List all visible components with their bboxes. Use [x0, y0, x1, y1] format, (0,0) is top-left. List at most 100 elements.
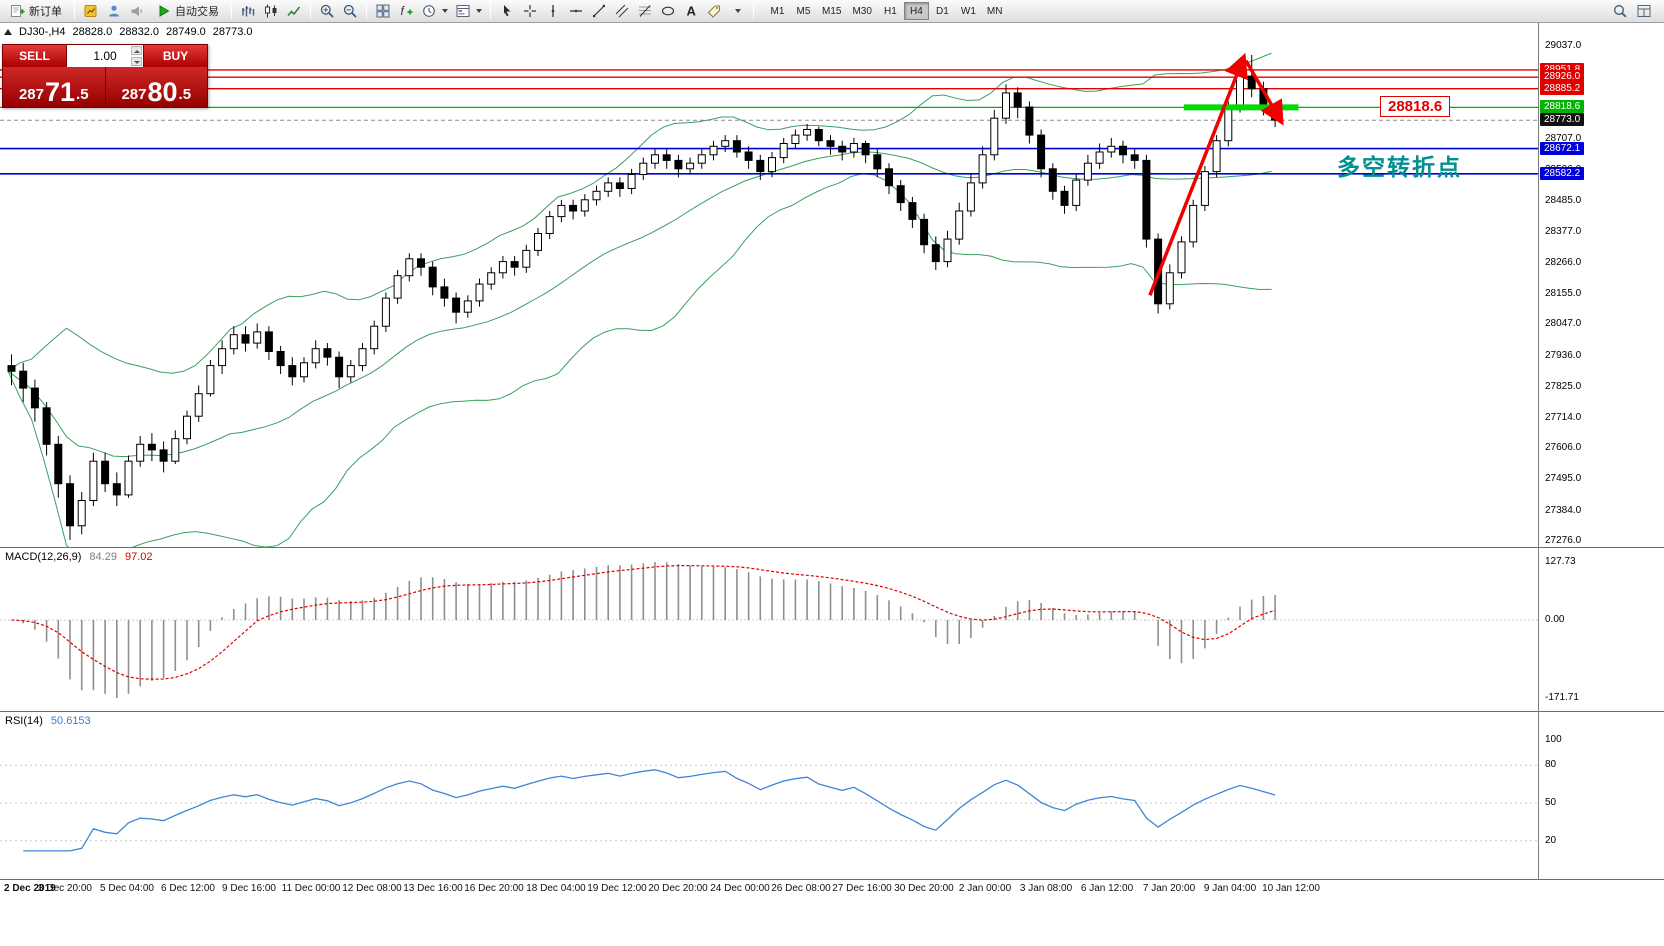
timeframe-button-h4[interactable]: H4 [903, 2, 929, 20]
price-tag-label: 28818.6 [1380, 96, 1451, 117]
trade-panel-prices: 287 71.5 287 80.5 [3, 67, 207, 107]
time-axis-label: 7 Jan 20:00 [1142, 883, 1196, 894]
time-axis-label: 3 Jan 08:00 [1019, 883, 1073, 894]
symbol-name: DJ30-,H4 [19, 26, 66, 38]
timeframe-button-mn[interactable]: MN [982, 2, 1008, 20]
buy-button[interactable]: BUY [143, 45, 207, 67]
lot-size-value[interactable]: 1.00 [93, 49, 117, 63]
toolbar-separator [231, 3, 232, 19]
new-order-icon [11, 5, 25, 17]
ask-big-digits: 80 [147, 77, 178, 107]
rsi-axis-label: 80 [1545, 759, 1557, 770]
news-button[interactable] [126, 1, 148, 21]
symbol-info: DJ30-,H4 28828.0 28832.0 28749.0 28773.0 [4, 26, 253, 38]
time-axis-label: 2 Jan 00:00 [958, 883, 1012, 894]
text-icon: A [687, 4, 697, 19]
macd-panel: MACD(12,26,9) 84.29 97.02 [0, 547, 1538, 711]
periods-button[interactable] [418, 1, 451, 21]
price-axis-label: 27825.0 [1545, 381, 1582, 392]
rsi-header: RSI(14) 50.6153 [5, 715, 91, 727]
ask-price[interactable]: 287 80.5 [105, 67, 207, 107]
ask-prefix: 287 [121, 86, 147, 103]
bid-price[interactable]: 287 71.5 [3, 67, 106, 107]
fibonacci-tool-button[interactable] [634, 1, 656, 21]
tile-windows-button[interactable] [372, 1, 394, 21]
ask-fraction: .5 [178, 86, 192, 103]
macd-chart[interactable] [0, 548, 1538, 711]
indicators-icon: f [401, 4, 413, 18]
horizontal-line-tool-button[interactable] [565, 1, 587, 21]
trade-panel-controls: SELL 1.00 BUY [3, 45, 207, 67]
time-axis-label: 30 Dec 20:00 [894, 883, 954, 894]
timeframe-button-m30[interactable]: M30 [847, 2, 876, 20]
cursor-icon [504, 5, 511, 17]
price-chart[interactable] [0, 23, 1538, 547]
timeframe-button-m5[interactable]: M5 [791, 2, 816, 20]
periods-icon [423, 5, 435, 17]
toolbar-separator [310, 3, 311, 19]
vertical-line-tool-button[interactable] [542, 1, 564, 21]
layout-grid-button[interactable] [1633, 1, 1655, 21]
price-badge: 28818.6 [1540, 100, 1585, 113]
time-axis-label: 2 Dec 2019 [4, 883, 56, 894]
cursor-tool-button[interactable] [496, 1, 518, 21]
ohlc-open: 28828.0 [72, 26, 113, 38]
timeframe-button-h1[interactable]: H1 [878, 2, 903, 20]
macd-scale[interactable]: 127.73 0.00 -171.71 [1538, 547, 1664, 711]
shapes-tool-button[interactable] [657, 1, 679, 21]
collapse-panel-icon[interactable] [4, 29, 12, 35]
ellipse-shape-icon [661, 6, 675, 16]
bar-chart-icon [242, 6, 255, 17]
rsi-scale[interactable]: 100 80 50 20 [1538, 711, 1664, 879]
time-axis-label: 12 Dec 08:00 [342, 883, 402, 894]
sell-button[interactable]: SELL [3, 45, 67, 67]
trendline-tool-button[interactable] [588, 1, 610, 21]
text-tool-button[interactable]: A [680, 1, 702, 21]
rsi-chart[interactable] [0, 712, 1538, 879]
templates-button[interactable] [452, 1, 485, 21]
one-click-trade-panel: SELL 1.00 BUY 287 71.5 287 80.5 [2, 44, 208, 108]
timeframe-button-m1[interactable]: M1 [765, 2, 790, 20]
label-tool-button[interactable] [703, 1, 725, 21]
rsi-value: 50.6153 [50, 715, 91, 727]
time-axis-label: 19 Dec 12:00 [587, 883, 647, 894]
arrows-dropdown-button[interactable] [726, 1, 748, 21]
time-axis[interactable]: 2 Dec 2019 3 Dec 20:00 5 Dec 04:00 6 Dec 12… [0, 879, 1664, 897]
vertical-line-icon [551, 5, 555, 17]
bar-chart-button[interactable] [237, 1, 259, 21]
templates-icon [456, 5, 470, 17]
auto-trading-label: 自动交易 [175, 6, 219, 18]
time-axis-label: 16 Dec 20:00 [464, 883, 524, 894]
time-axis-label: 5 Dec 04:00 [100, 883, 154, 894]
timeframe-button-w1[interactable]: W1 [956, 2, 981, 20]
tile-windows-icon [376, 4, 390, 18]
svg-text:A: A [687, 4, 697, 19]
market-watch-button[interactable] [80, 1, 102, 21]
lot-size-field[interactable]: 1.00 [67, 45, 143, 67]
timeframe-button-d1[interactable]: D1 [930, 2, 955, 20]
zoom-out-button[interactable] [339, 1, 361, 21]
magnifier-button[interactable] [1609, 1, 1631, 21]
price-axis-label: 27606.0 [1545, 442, 1582, 453]
price-axis-label: 28485.0 [1545, 195, 1582, 206]
indicators-button[interactable]: f [395, 1, 417, 21]
ohlc-high: 28832.0 [119, 26, 159, 38]
navigator-button[interactable] [103, 1, 125, 21]
channel-tool-button[interactable] [611, 1, 633, 21]
price-badge: 28582.2 [1540, 167, 1585, 180]
time-axis-label: 10 Jan 12:00 [1262, 883, 1320, 894]
price-badge: 28672.1 [1540, 142, 1585, 155]
rsi-axis-label: 100 [1545, 734, 1562, 745]
layout-grid-icon [1637, 5, 1651, 17]
candlestick-chart-button[interactable] [260, 1, 282, 21]
zoom-out-icon [343, 4, 357, 18]
time-axis-label: 27 Dec 16:00 [832, 883, 892, 894]
lot-spinner[interactable] [131, 46, 142, 66]
line-chart-button[interactable] [283, 1, 305, 21]
new-order-button[interactable]: 新订单 [3, 1, 69, 21]
timeframe-button-m15[interactable]: M15 [817, 2, 846, 20]
auto-trading-button[interactable]: 自动交易 [149, 1, 226, 21]
zoom-in-button[interactable] [316, 1, 338, 21]
crosshair-tool-button[interactable] [519, 1, 541, 21]
price-scale[interactable]: 29037.028707.028596.028485.028377.028266… [1538, 23, 1664, 547]
